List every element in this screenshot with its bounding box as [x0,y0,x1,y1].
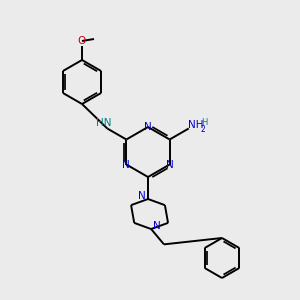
Text: N: N [166,160,173,170]
Text: N: N [153,221,161,231]
Text: O: O [78,36,86,46]
Text: N: N [138,191,146,201]
Text: N: N [122,160,130,170]
Text: NH: NH [188,121,203,130]
Text: N: N [144,122,152,132]
Text: H: H [202,118,208,127]
Text: HN: HN [95,118,111,128]
Text: 2: 2 [200,125,205,134]
